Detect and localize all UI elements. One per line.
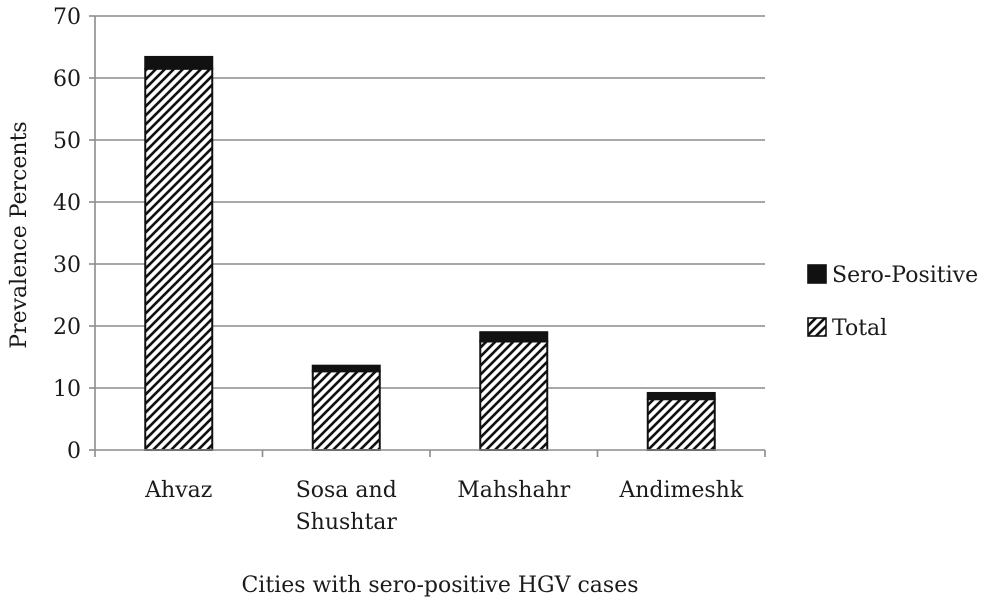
bar-sero-positive: [311, 364, 381, 373]
y-tick-label: 40: [53, 191, 81, 216]
bar-total: [311, 370, 381, 452]
legend-label: Total: [832, 316, 887, 341]
legend-item-sero-positive: Sero-Positive: [807, 263, 978, 288]
bar-sero-positive: [144, 55, 214, 70]
y-tick-label: 0: [67, 439, 81, 464]
bar-sero-positive: [646, 391, 716, 401]
x-axis-title: Cities with sero-positive HGV cases: [241, 573, 638, 598]
x-tick-label: Andimeshk: [618, 478, 744, 503]
x-tick-label: Ahvaz: [144, 478, 212, 503]
x-tick-label-line: Mahshahr: [457, 478, 571, 503]
x-tick-label: Mahshahr: [457, 478, 571, 503]
legend-swatch: [807, 264, 827, 284]
bar-sero-positive: [479, 331, 549, 343]
y-tick-label: 10: [53, 377, 81, 402]
y-tick-label: 50: [53, 129, 81, 154]
legend-label: Sero-Positive: [832, 263, 978, 288]
x-tick-label-line: Shushtar: [296, 510, 398, 535]
x-tick-label-line: Sosa and: [296, 478, 397, 503]
y-tick-label: 60: [53, 67, 81, 92]
bar-total: [479, 340, 549, 451]
x-tick-label-line: Andimeshk: [618, 478, 744, 503]
x-tick-label-line: Ahvaz: [144, 478, 212, 503]
axes: 0 10 20 30 40 50 60 70 Ahvaz Sosa and Shushtar Mahs…: [53, 5, 766, 535]
legend: Sero-Positive Total: [807, 263, 978, 341]
x-tick-label: Sosa and Shushtar: [296, 478, 398, 535]
legend-swatch: [807, 317, 827, 337]
bars: [144, 55, 716, 452]
y-axis-title: Prevalence Percents: [7, 121, 32, 348]
y-tick-label: 20: [53, 315, 81, 340]
legend-item-total: Total: [807, 316, 887, 341]
y-tick-label: 70: [53, 5, 81, 30]
bar-total: [144, 67, 214, 451]
bar-total: [646, 398, 716, 452]
y-tick-label: 30: [53, 253, 81, 278]
